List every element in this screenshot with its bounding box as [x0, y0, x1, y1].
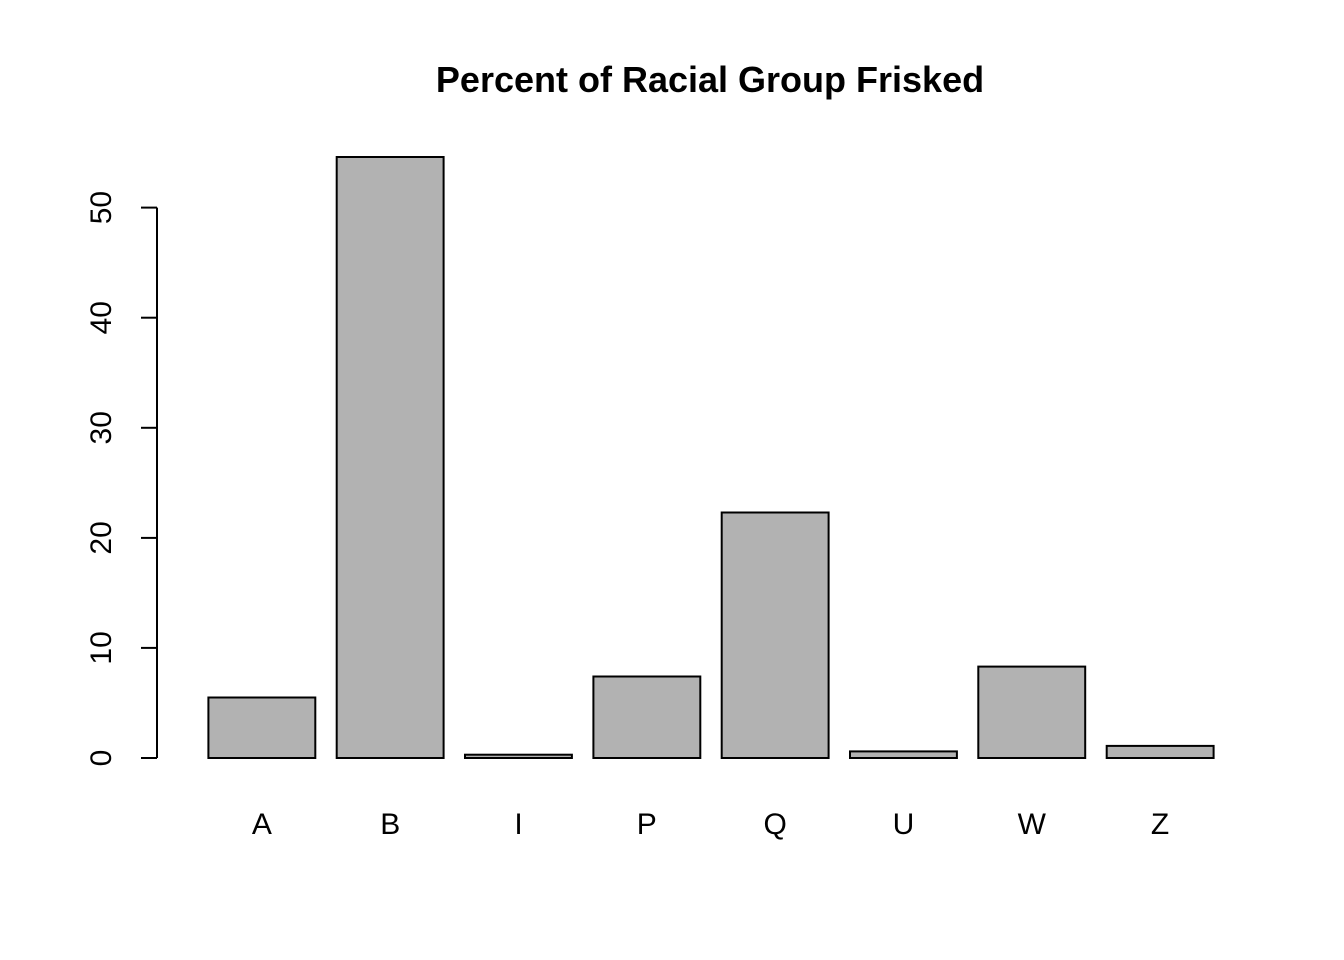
x-tick-label-w: W — [1018, 808, 1047, 841]
bar-a — [207, 696, 317, 759]
x-tick-label-a: A — [252, 808, 272, 841]
y-tick-label: 20 — [85, 521, 118, 554]
y-axis: 0 10 20 30 40 50 — [85, 191, 158, 767]
y-tick-label: 0 — [85, 750, 118, 767]
bar-b — [335, 156, 445, 759]
x-tick-label-i: I — [514, 808, 522, 841]
bar-w — [977, 665, 1087, 759]
x-tick-label-z: Z — [1151, 808, 1169, 841]
chart-title: Percent of Racial Group Frisked — [436, 59, 984, 100]
x-tick-label-u: U — [893, 808, 915, 841]
bar-u — [849, 750, 958, 760]
x-tick-label-b: B — [380, 808, 400, 841]
y-tick-label: 40 — [85, 301, 118, 334]
bar-i — [464, 753, 573, 760]
bars-group — [207, 156, 1215, 760]
bar-q — [720, 511, 830, 759]
y-tick-label: 30 — [85, 411, 118, 444]
y-tick-label: 10 — [85, 631, 118, 664]
y-tick-label: 50 — [85, 191, 118, 224]
x-tick-label-q: Q — [764, 808, 787, 841]
x-tick-label-p: P — [637, 808, 657, 841]
bar-p — [592, 675, 702, 759]
bar-z — [1105, 744, 1215, 760]
